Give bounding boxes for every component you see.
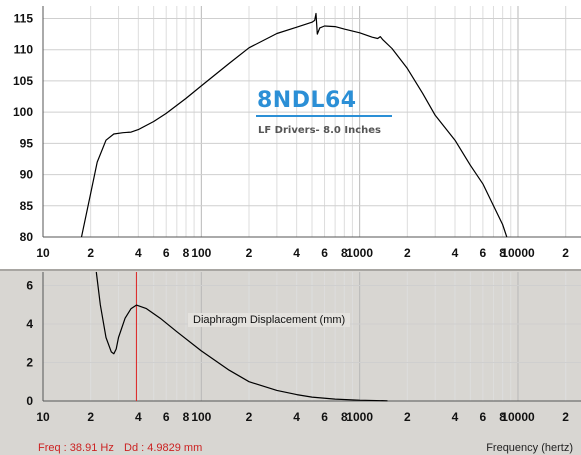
y-tick-label: 100 (13, 105, 33, 119)
displacement-chart-title: Diaphragm Displacement (mm) (188, 313, 351, 327)
model-title: 8NDL64 (257, 88, 357, 113)
x-tick-label: 10 (36, 246, 50, 260)
x-tick-label: 1000 (346, 246, 373, 260)
y-tick-label: 85 (20, 199, 34, 213)
x-tick-label: 2 (404, 246, 411, 260)
displacement-curve (95, 271, 388, 402)
displacement-readout: Dd : 4.9829 mm (124, 442, 203, 454)
x-tick-label: 4 (452, 246, 459, 260)
x-tick-label: 10000 (501, 410, 535, 424)
x-tick-label: 2 (87, 410, 94, 424)
x-tick-label: 10000 (501, 246, 535, 260)
y-tick-label: 2 (26, 355, 33, 369)
x-tick-label: 4 (293, 410, 300, 424)
x-tick-label: 8 (499, 410, 506, 424)
x-tick-label: 6 (480, 246, 487, 260)
x-tick-label: 6 (163, 246, 170, 260)
x-tick-label: 2 (562, 246, 569, 260)
y-tick-label: 80 (20, 230, 34, 244)
x-tick-label: 8 (341, 246, 348, 260)
x-tick-label: 6 (480, 410, 487, 424)
y-tick-label: 90 (20, 168, 34, 182)
y-tick-label: 95 (20, 136, 34, 150)
x-tick-label: 8 (183, 246, 190, 260)
spl-chart-panel (0, 0, 581, 270)
x-tick-label: 100 (191, 410, 211, 424)
x-tick-label: 4 (135, 410, 142, 424)
x-tick-label: 100 (191, 246, 211, 260)
x-tick-label: 4 (293, 246, 300, 260)
y-tick-label: 115 (14, 11, 34, 25)
frequency-readout: Freq : 38.91 Hz (38, 442, 114, 454)
model-underline (256, 115, 392, 117)
x-tick-label: 8 (183, 410, 190, 424)
y-tick-label: 0 (26, 394, 33, 408)
x-tick-label: 6 (321, 410, 328, 424)
x-tick-label: 2 (87, 246, 94, 260)
x-tick-label: 1000 (346, 410, 373, 424)
spl-response-curve (80, 12, 508, 238)
x-tick-label: 2 (246, 246, 253, 260)
x-tick-label: 6 (163, 410, 170, 424)
x-tick-label: 10 (36, 410, 50, 424)
y-tick-label: 105 (13, 74, 33, 88)
x-tick-label: 4 (135, 246, 142, 260)
y-tick-label: 110 (14, 43, 34, 57)
y-tick-label: 6 (26, 278, 33, 292)
x-tick-label: 6 (321, 246, 328, 260)
x-tick-label: 2 (246, 410, 253, 424)
y-tick-label: 4 (26, 317, 33, 331)
x-tick-label: 4 (452, 410, 459, 424)
x-tick-label: 2 (562, 410, 569, 424)
model-subtitle: LF Drivers- 8.0 Inches (258, 125, 381, 136)
x-tick-label: 8 (499, 246, 506, 260)
x-tick-label: 8 (341, 410, 348, 424)
x-axis-label: Frequency (hertz) (486, 442, 573, 454)
x-tick-label: 2 (404, 410, 411, 424)
